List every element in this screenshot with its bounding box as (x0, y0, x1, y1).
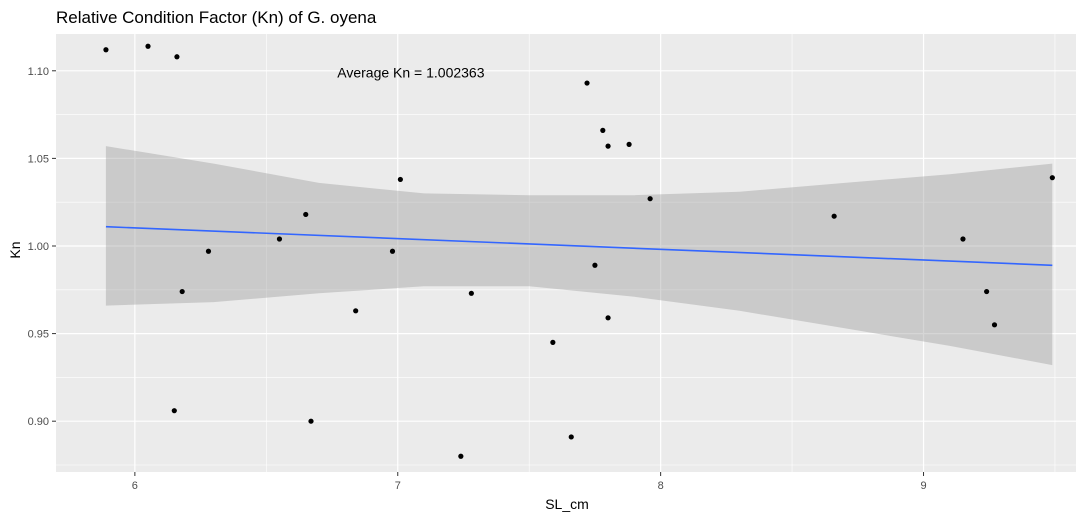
x-tick-label: 6 (132, 480, 138, 492)
data-point (103, 47, 109, 53)
x-axis-ticks: 6 7 8 9 (132, 472, 927, 492)
data-point (605, 143, 611, 149)
data-point (984, 288, 990, 295)
data-point (592, 262, 598, 268)
plot-panel (56, 34, 1076, 472)
average-annotation: Average Kn = 1.002363 (337, 65, 484, 81)
chart-title: Relative Condition Factor (Kn) of G. oye… (56, 8, 377, 27)
data-point (171, 408, 177, 414)
data-point (389, 248, 396, 254)
data-point (600, 127, 606, 133)
data-point (647, 196, 653, 202)
data-point (550, 339, 556, 345)
x-tick-label: 9 (920, 480, 926, 492)
data-point (584, 80, 590, 86)
data-points (103, 43, 1055, 459)
y-tick-label: 1.05 (28, 153, 49, 165)
data-point (205, 248, 212, 254)
data-point (991, 322, 998, 328)
x-axis-title: SL_cm (545, 496, 589, 512)
data-point (179, 288, 185, 295)
data-point (308, 418, 314, 424)
y-tick-label: 0.90 (28, 416, 49, 428)
data-point (145, 43, 151, 49)
data-point (397, 176, 403, 183)
data-point (568, 434, 574, 440)
data-point (1049, 175, 1055, 181)
data-point (303, 211, 309, 218)
grid-major (56, 34, 1076, 472)
y-tick-label: 0.95 (28, 329, 49, 341)
confidence-band (105, 146, 1053, 366)
data-point (353, 308, 359, 314)
data-point (174, 54, 180, 60)
y-tick-label: 1.00 (28, 241, 49, 253)
trend-line (105, 225, 1053, 267)
y-axis-title: Kn (7, 241, 23, 258)
data-point (468, 290, 474, 296)
data-point (831, 213, 837, 219)
data-point (960, 236, 966, 242)
data-point (605, 315, 611, 321)
x-tick-label: 7 (395, 480, 401, 492)
x-tick-label: 8 (658, 480, 664, 492)
y-tick-label: 1.10 (28, 66, 49, 78)
y-axis-ticks: 0.90 0.95 1.00 1.05 1.10 (28, 66, 56, 428)
grid-minor (56, 34, 1076, 472)
data-point (276, 236, 283, 242)
data-point (626, 141, 632, 147)
data-point (458, 453, 464, 459)
